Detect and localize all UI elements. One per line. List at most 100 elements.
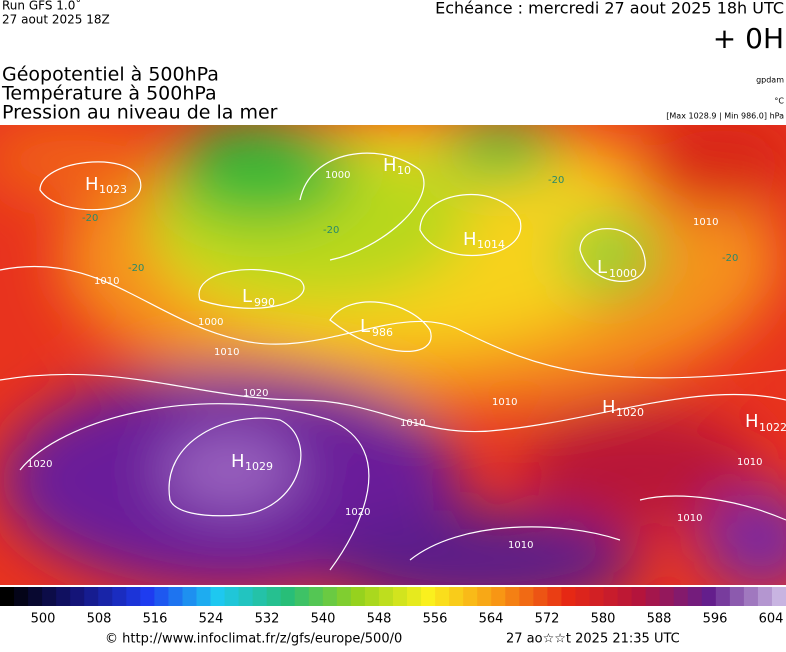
- color-swatch: [322, 587, 338, 606]
- center-kind: L: [360, 316, 370, 337]
- color-swatch: [547, 587, 562, 606]
- isotherm-label: -20: [323, 225, 339, 236]
- color-swatch: [154, 587, 169, 606]
- center-value: 1014: [477, 238, 505, 251]
- color-swatch: [238, 587, 254, 606]
- color-swatch: [210, 587, 226, 606]
- center-value: 1000: [609, 267, 637, 280]
- center-value: 1029: [245, 460, 273, 473]
- map-field: H 1023 H 10 H 1014 L 1000 L 990 L 986 H …: [0, 125, 786, 585]
- isobar-label: 1010: [94, 276, 119, 287]
- color-swatch: [645, 587, 661, 606]
- legend-tick-label: 524: [199, 612, 224, 627]
- legend-tick-label: 532: [255, 612, 280, 627]
- center-value: 1023: [99, 183, 127, 196]
- color-swatch: [477, 587, 492, 606]
- color-swatch: [393, 587, 408, 606]
- color-swatch: [505, 587, 520, 606]
- color-swatch: [715, 587, 731, 606]
- center-value: 10: [397, 164, 411, 177]
- legend-tick-label: 580: [591, 612, 616, 627]
- center-value: 986: [372, 326, 393, 339]
- isobars: [0, 152, 786, 571]
- color-swatch: [378, 587, 394, 606]
- center-kind: H: [85, 174, 99, 195]
- center-kind: H: [383, 155, 397, 176]
- center-kind: H: [231, 451, 245, 472]
- center-value: 1022: [759, 421, 786, 434]
- color-bar: 500 508 516 524 532 540 548 556 564 572 580 588 596 6…: [0, 587, 786, 627]
- isobar-label: 1010: [677, 513, 702, 524]
- color-swatch: [519, 587, 534, 606]
- legend-tick-label: 500: [31, 612, 56, 627]
- isobar-label: 1000: [325, 170, 350, 181]
- color-swatch: [771, 587, 786, 606]
- color-swatch: [84, 587, 99, 606]
- color-swatch: [729, 587, 745, 606]
- color-swatch: [98, 587, 113, 606]
- color-swatch: [308, 587, 324, 606]
- color-swatch: [294, 587, 310, 606]
- legend-tick-label: 572: [535, 612, 560, 627]
- isobar-label: 1010: [492, 397, 517, 408]
- field: Pression au niveau de la mer: [2, 102, 278, 124]
- legend-tick-label: 540: [311, 612, 336, 627]
- color-swatch: [407, 587, 422, 606]
- color-swatch: [168, 587, 183, 606]
- isobar-label: 1020: [243, 388, 268, 399]
- color-swatch: [14, 587, 29, 606]
- legend-tick-label: 564: [479, 612, 504, 627]
- isotherm-label: -20: [82, 213, 98, 224]
- run: Run GFS 1.0˚: [2, 0, 81, 13]
- legend-tick-label: 516: [143, 612, 168, 627]
- isotherm-label: -20: [722, 253, 738, 264]
- color-swatch: [364, 587, 380, 606]
- color-swatch: [743, 587, 759, 606]
- run-date: 27 aout 2025 18Z: [2, 13, 110, 27]
- color-swatch: [0, 587, 15, 606]
- color-swatch: [70, 587, 85, 606]
- center-kind: L: [242, 286, 252, 307]
- color-swatch: [126, 587, 141, 606]
- generated: 27 ao☆☆t 2025 21:35 UTC: [506, 632, 680, 647]
- isobar-label: 1020: [27, 459, 52, 470]
- color-swatch: [140, 587, 155, 606]
- isobar-label: 1010: [693, 217, 718, 228]
- color-swatch: [42, 587, 57, 606]
- color-swatch: [421, 587, 436, 606]
- color-swatch: [252, 587, 268, 606]
- isotherm-label: -20: [548, 175, 564, 186]
- field: Température à 500hPa: [1, 83, 217, 105]
- unit: gpdam: [756, 76, 784, 85]
- color-swatch: [533, 587, 548, 606]
- isobar-label: 1010: [214, 347, 239, 358]
- center-kind: L: [597, 257, 607, 278]
- unit: [Max 1028.9 | Min 986.0] hPa: [666, 112, 784, 121]
- color-swatch: [575, 587, 590, 606]
- color-swatch: [589, 587, 605, 606]
- color-swatch: [336, 587, 352, 606]
- legend-tick-label: 548: [367, 612, 392, 627]
- isobar-label: 1020: [345, 507, 370, 518]
- valid-time: Echéance : mercredi 27 aout 2025 18h UTC: [435, 0, 784, 18]
- unit: °C: [774, 97, 784, 106]
- color-swatch: [56, 587, 71, 606]
- legend-tick-label: 596: [703, 612, 728, 627]
- color-swatch: [491, 587, 506, 606]
- isobar-label: 1010: [508, 540, 533, 551]
- isobar-label: 1010: [400, 418, 425, 429]
- color-swatch: [28, 587, 43, 606]
- color-swatch: [561, 587, 576, 606]
- legend-tick-label: 556: [423, 612, 448, 627]
- color-swatch: [449, 587, 464, 606]
- color-swatch: [757, 587, 773, 606]
- center-value: 990: [254, 296, 275, 309]
- color-swatch: [224, 587, 240, 606]
- color-swatch: [673, 587, 689, 606]
- color-swatch: [701, 587, 717, 606]
- color-swatch: [280, 587, 296, 606]
- center-kind: H: [463, 229, 477, 250]
- lead-time: + 0H: [713, 22, 784, 55]
- source: © http://www.infoclimat.fr/z/gfs/europe/…: [105, 632, 402, 647]
